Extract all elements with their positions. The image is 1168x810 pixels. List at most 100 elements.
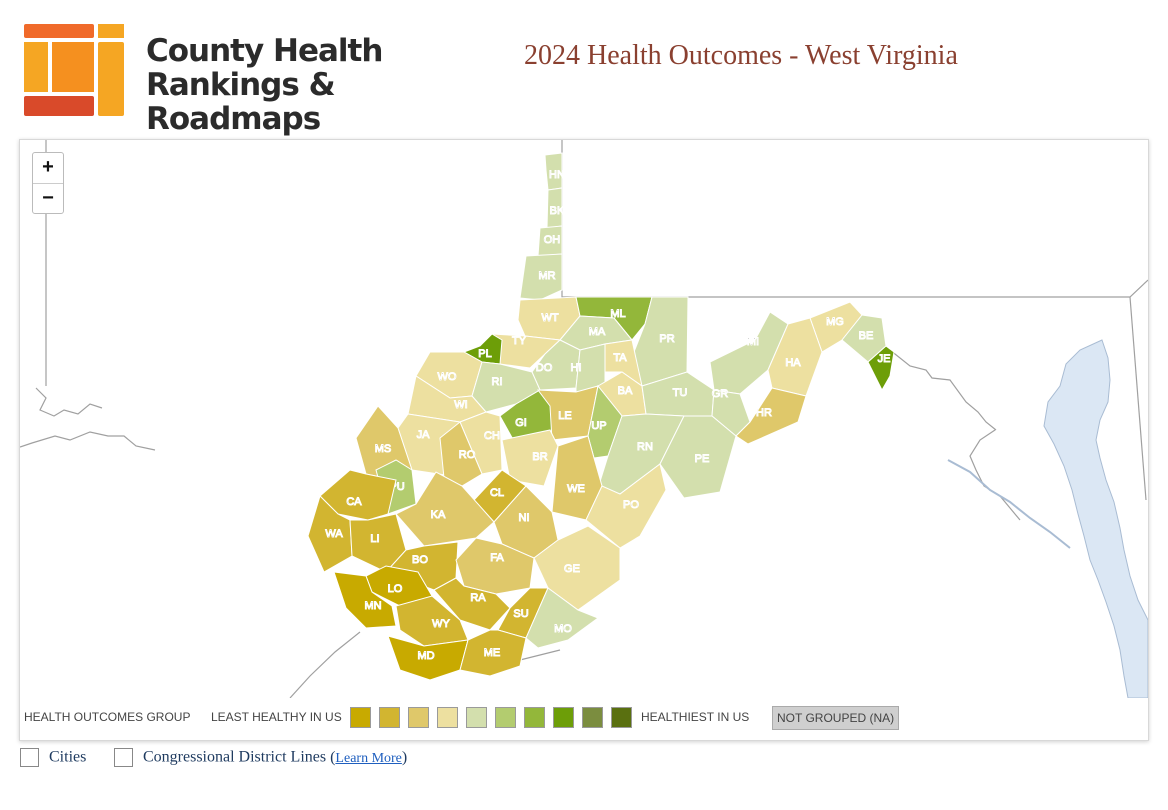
county-gr[interactable]: GR [711,388,751,437]
county-label-su: SU [513,608,528,620]
legend-swatch-8 [553,707,574,728]
legend-swatch-5 [466,707,487,728]
county-ha[interactable]: HA [767,317,823,397]
county-label-ms: MS [375,443,392,455]
county-cl[interactable]: CL [473,469,527,523]
county-shape-ca[interactable] [319,469,397,521]
county-je[interactable]: JE [867,345,895,392]
brand-logo-mark [24,24,124,116]
county-shape-ra[interactable] [433,577,511,631]
county-label-wt: WT [541,312,558,324]
county-shape-hr[interactable] [735,387,807,445]
legend: HEALTH OUTCOMES GROUP LEAST HEALTHY IN U… [20,698,1148,740]
congressional-district-checkbox[interactable] [114,748,133,767]
county-label-ni: NI [519,512,530,524]
county-mn[interactable]: MN [333,571,397,629]
county-layer[interactable]: HN BK OH MR WT ML MA PR TY PL DO HI TA MI MG BE JE HA WO RI… [307,152,895,681]
county-ra[interactable]: RA [433,577,511,631]
county-we[interactable]: WE [551,435,603,521]
county-label-hi: HI [571,362,582,374]
county-label-li: LI [370,533,379,545]
cities-label: Cities [49,748,87,766]
county-label-mr: MR [538,270,555,282]
county-label-ja: JA [417,429,431,441]
legend-not-grouped-badge: NOT GROUPED (NA) [772,706,900,730]
legend-swatch-3 [408,707,429,728]
county-label-cl: CL [490,487,504,499]
county-label-mo: MO [554,623,572,635]
legend-swatch-6 [495,707,516,728]
county-label-ha: HA [785,357,801,369]
county-hr[interactable]: HR [735,387,807,445]
county-label-ro: RO [459,449,476,461]
county-lo[interactable]: LO [365,565,433,611]
map-canvas[interactable]: HN BK OH MR WT ML MA PR TY PL DO HI TA MI MG BE JE HA WO RI… [20,140,1148,698]
county-shape-ro[interactable] [439,421,483,487]
county-label-hr: HR [756,407,772,419]
county-oh[interactable]: OH [537,225,563,257]
county-be[interactable]: BE [841,314,887,363]
county-shape-mn[interactable] [333,571,397,629]
legend-swatch-10 [611,707,632,728]
zoom-in-button[interactable]: + [42,156,54,178]
county-label-ty: TY [512,335,527,347]
county-label-lo: LO [388,583,403,595]
brand-logo[interactable]: County Health Rankings & Roadmaps [24,24,494,136]
county-label-le: LE [558,410,571,422]
county-label-oh: OH [544,234,561,246]
county-label-ta: TA [613,352,627,364]
county-label-pl: PL [478,348,491,360]
county-me[interactable]: ME [459,629,527,677]
chesapeake-bay [1043,339,1148,698]
county-label-ka: KA [431,509,446,521]
county-br[interactable]: BR [501,429,559,487]
county-label-tu: TU [673,387,688,399]
county-hn[interactable]: HN [544,152,565,191]
county-ca[interactable]: CA [319,469,397,521]
county-mr[interactable]: MR [519,253,563,301]
county-label-br: BR [532,451,547,463]
map-panel[interactable]: HN BK OH MR WT ML MA PR TY PL DO HI TA MI MG BE JE HA WO RI… [19,139,1149,741]
cities-toggle[interactable]: Cities [20,748,86,767]
brand-name-line1: County Health [146,33,383,69]
page-title: 2024 Health Outcomes - West Virginia [524,40,958,71]
county-shape-je[interactable] [867,345,895,392]
county-md[interactable]: MD [387,635,469,681]
cities-checkbox[interactable] [20,748,39,767]
county-shape-be[interactable] [841,314,887,363]
county-label-do: DO [536,362,553,374]
zoom-out-button[interactable]: − [33,183,63,214]
county-bk[interactable]: BK [546,187,565,229]
county-label-wo: WO [438,371,457,383]
county-pe[interactable]: PE [659,415,737,499]
brand-name-line2: Rankings & Roadmaps [146,67,336,137]
county-shape-me[interactable] [459,629,527,677]
county-label-ch: CH [484,430,500,442]
county-wa[interactable]: WA [307,495,353,573]
county-label-ri: RI [492,376,503,388]
county-fa[interactable]: FA [455,537,535,595]
county-ba[interactable]: BA [597,371,647,417]
county-ro[interactable]: RO [439,421,483,487]
county-label-bo: BO [412,554,428,566]
county-label-we: WE [567,483,585,495]
county-po[interactable]: PO [585,463,667,549]
county-label-wa: WA [325,528,343,540]
county-shape-pe[interactable] [659,415,737,499]
county-label-ma: MA [589,326,606,338]
county-label-gr: GR [712,388,729,400]
county-shape-mr[interactable] [519,253,563,301]
county-label-ba: BA [618,385,633,397]
county-shape-br[interactable] [501,429,559,487]
county-label-po: PO [623,499,639,511]
county-shape-po[interactable] [585,463,667,549]
legend-swatch-1 [350,707,371,728]
county-le[interactable]: LE [536,385,599,441]
county-wy[interactable]: WY [395,595,469,647]
county-label-bk: BK [550,205,565,217]
county-label-mn: MN [364,600,381,612]
learn-more-link[interactable]: Learn More [335,750,402,766]
brand-name: County Health Rankings & Roadmaps [146,34,494,136]
congressional-district-toggle[interactable]: Congressional District Lines (Learn More… [114,748,407,767]
county-label-me: ME [484,647,501,659]
